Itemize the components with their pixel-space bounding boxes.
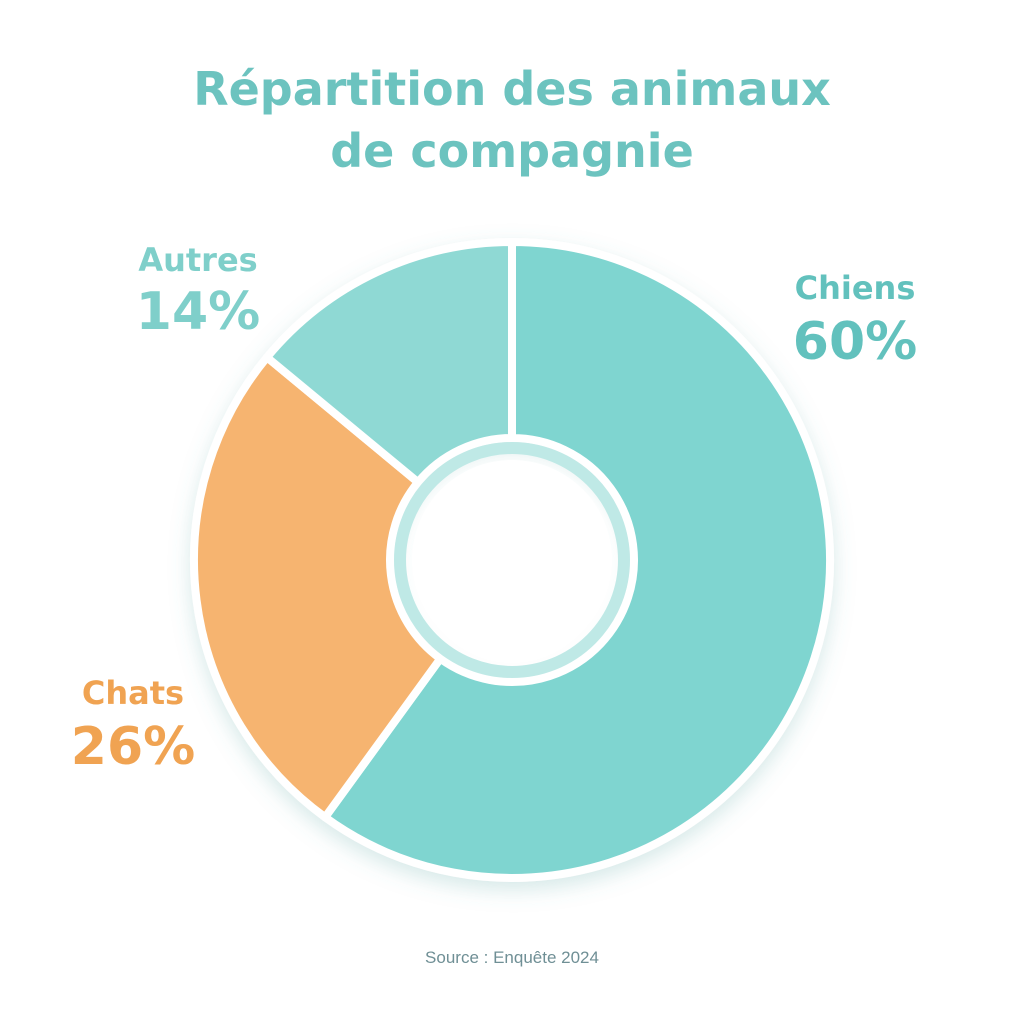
source-note: Source : Enquête 2024	[425, 948, 599, 967]
category-label: Chiens	[795, 269, 916, 307]
slice	[262, 238, 516, 487]
category-label: Autres	[138, 241, 257, 279]
value-label: 14%	[136, 282, 260, 342]
slice	[321, 238, 834, 882]
inner-ring	[394, 442, 630, 678]
donut-hole	[412, 460, 612, 660]
donut	[190, 238, 834, 882]
value-label: 60%	[793, 312, 917, 372]
chart-title: Répartition des animaux de compagnie	[193, 62, 831, 178]
slice	[190, 353, 445, 822]
value-label: 26%	[71, 717, 195, 777]
category-label: Chats	[82, 674, 184, 712]
